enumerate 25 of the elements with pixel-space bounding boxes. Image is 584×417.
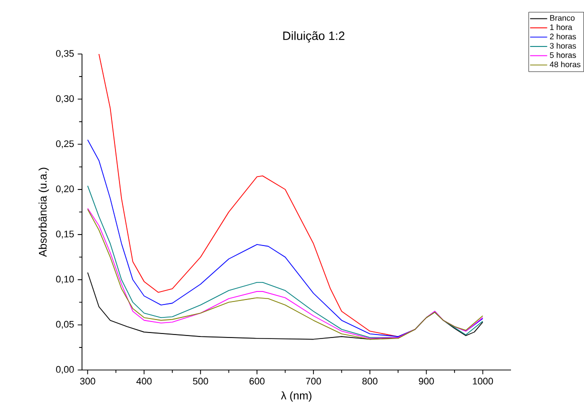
x-tick-label: 500 <box>192 378 208 385</box>
x-tick-label: 300 <box>80 378 96 385</box>
y-axis-title: Absorbância (u.a.) <box>38 168 49 257</box>
x-tick-label: 800 <box>362 378 378 385</box>
y-tick-label: 0,35 <box>56 50 74 58</box>
x-tick-label: 400 <box>136 378 152 385</box>
x-axis-title: λ (nm) <box>280 391 312 402</box>
chart-title: Diluição 1:2 <box>283 31 344 42</box>
legend-label: 2 horas <box>550 33 576 40</box>
y-tick-label: 0,05 <box>56 320 74 329</box>
y-tick-label: 0,30 <box>56 95 74 104</box>
x-tick-label: 700 <box>306 378 321 385</box>
legend-label: 48 horas <box>550 61 580 68</box>
y-tick-label: 0,00 <box>56 366 74 374</box>
y-tick-label: 0,10 <box>56 276 74 284</box>
legend-label: Branco <box>550 15 575 21</box>
y-tick-label: 0,20 <box>56 185 74 194</box>
legend-label: 3 horas <box>550 42 576 49</box>
legend-label: 1 hora <box>550 24 572 30</box>
y-tick-label: 0,15 <box>56 230 74 238</box>
x-tick-label: 600 <box>250 378 265 385</box>
legend-label: 5 horas <box>550 52 576 58</box>
x-tick-label: 1000 <box>472 378 493 385</box>
x-tick-label: 900 <box>418 378 434 385</box>
y-tick-label: 0,25 <box>56 140 74 148</box>
